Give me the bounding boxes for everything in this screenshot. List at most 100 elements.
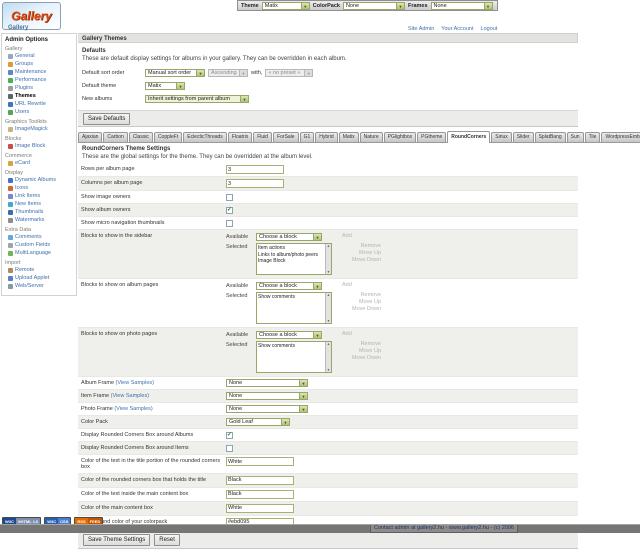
remove-block-link[interactable]: Remove [360,341,382,347]
default-theme-select[interactable]: Matix ▼ [145,81,185,90]
tab-carbon[interactable]: Carbon [103,132,128,142]
color-of-the-main-content-box-input[interactable] [226,503,294,513]
add-block-link[interactable]: Add [342,331,352,337]
display-rounded-corners-box-around-albums-checkbox[interactable]: ✓ [226,432,233,439]
gallery-logo[interactable]: Gallery [2,2,61,30]
add-block-link[interactable]: Add [342,282,352,288]
color-of-the-text-inside-the-main-content-box-input[interactable] [226,489,294,499]
tab-pglightbox[interactable]: PGlightbox [383,132,417,142]
list-item[interactable]: Show comments [258,343,295,349]
tab-forsale[interactable]: ForSale [273,132,299,142]
sidebar-item-icons[interactable]: Icons [5,184,75,192]
new-albums-select[interactable]: Inherit settings from parent album ▼ [145,94,249,103]
tab-floatrix[interactable]: Floatrix [227,132,253,142]
tab-hybrid[interactable]: Hybrid [315,132,338,142]
move-down-link[interactable]: Move Down [352,257,382,263]
sidebar-item-plugins[interactable]: Plugins [5,84,75,92]
frames-select[interactable]: None ▼ [430,1,493,10]
list-item[interactable]: Image Block [258,258,286,264]
sidebar-item-comments[interactable]: Comments [5,233,75,241]
color-of-the-text-in-the-title-portion-of-the-rounded-corners-box-input[interactable] [226,457,294,466]
tab-roundcorners[interactable]: RoundCorners [447,131,491,143]
sidebar-item-ecard[interactable]: eCard [5,159,75,167]
default-sort-order-select[interactable]: Manual sort order ▼ [145,68,205,77]
view-samples-link[interactable]: (View Samples) [114,406,153,412]
remove-block-link[interactable]: Remove [360,292,382,298]
sidebar-item-imagemagick[interactable]: ImageMagick [5,125,75,133]
sidebar-item-new-items[interactable]: New Items [5,200,75,208]
tab-wordpressembedded[interactable]: WordpressEmbedded [601,132,640,142]
item-frame-select[interactable]: None ▼ [226,392,308,400]
scrollbar[interactable]: ▲ ▼ [325,244,331,274]
sidebar-item-web-server[interactable]: Web/Server [5,282,75,290]
sidebar-item-link-items[interactable]: Link Items [5,192,75,200]
tab-coppleft[interactable]: CoppleFt [153,132,183,142]
sidebar-item-groups[interactable]: Groups [5,60,75,68]
sidebar-item-remote[interactable]: Remote [5,266,75,274]
tab-slider[interactable]: Slider [512,132,534,142]
logout-link[interactable]: Logout [480,26,498,32]
move-up-link[interactable]: Move Up [359,299,382,305]
album-frame-select[interactable]: None ▼ [226,379,308,387]
sidebar-item-upload-applet[interactable]: Upload Applet [5,274,75,282]
add-block-link[interactable]: Add [342,233,352,239]
sidebar-item-url-rewrite[interactable]: URL Rewrite [5,100,75,108]
your-account-link[interactable]: Your Account [441,26,474,32]
tab-pgtheme[interactable]: PGtheme [417,132,447,142]
selected-blocks-list[interactable]: Item actions Links to album/photo peers Im… [256,243,332,275]
save-theme-settings-button[interactable]: Save Theme Settings [83,534,151,547]
list-item[interactable]: Show comments [258,294,295,300]
colorpack-select[interactable]: None ▼ [342,1,405,10]
tab-classic[interactable]: Classic [128,132,153,142]
view-samples-link[interactable]: (View Samples) [110,393,150,399]
theme-select[interactable]: Matix ▼ [261,1,310,10]
move-down-link[interactable]: Move Down [352,306,382,312]
site-admin-link[interactable]: Site Admin [408,26,435,32]
move-up-link[interactable]: Move Up [359,348,382,354]
list-item[interactable]: Item actions [258,245,285,251]
tab-siriux[interactable]: Siriux [491,132,512,142]
show-image-owners-checkbox[interactable] [226,194,233,201]
tab-tile[interactable]: Tile [584,132,601,142]
move-down-link[interactable]: Move Down [352,355,382,361]
color-pack-select[interactable]: Gold Leaf ▼ [226,418,290,426]
sidebar-item-watermarks[interactable]: Watermarks [5,216,75,224]
show-micro-navigation-thumbnails-checkbox[interactable] [226,220,233,227]
color-of-the-rounded-corners-box-that-holds-the-title-input[interactable] [226,475,294,485]
tab-sun[interactable]: Sun [566,132,584,142]
columns-per-album-page-input[interactable] [226,179,284,188]
rows-per-album-page-input[interactable] [226,165,284,174]
sidebar-item-multilanguage[interactable]: MultiLanguage [5,249,75,257]
tab-g1[interactable]: G1 [299,132,315,142]
scrollbar[interactable]: ▲ ▼ [325,293,331,323]
selected-blocks-list[interactable]: Show comments ▲ ▼ [256,292,332,324]
tab-eclecticthreads[interactable]: EclecticThreads [183,132,227,142]
tab-fluid[interactable]: Fluid [253,132,273,142]
sidebar-item-custom-fields[interactable]: Custom Fields [5,241,75,249]
sidebar-item-maintenance[interactable]: Maintenance [5,68,75,76]
remove-block-link[interactable]: Remove [360,243,382,249]
choose-block-select[interactable]: Choose a block ▼ [256,233,322,241]
breadcrumb[interactable]: Gallery [8,25,29,31]
show-album-owners-checkbox[interactable]: ✓ [226,207,233,214]
save-defaults-button[interactable]: Save Defaults [83,112,131,125]
sidebar-item-performance[interactable]: Performance [5,76,75,84]
sidebar-item-thumbnails[interactable]: Thumbnails [5,208,75,216]
sidebar-item-dynamic-albums[interactable]: Dynamic Albums [5,176,75,184]
view-samples-link[interactable]: (View Samples) [115,380,154,386]
photo-frame-select[interactable]: None ▼ [226,405,308,413]
tab-splatbang[interactable]: SplatBang [534,132,566,142]
reset-button[interactable]: Reset [154,534,180,547]
sidebar-item-users[interactable]: Users [5,108,75,116]
choose-block-select[interactable]: Choose a block ▼ [256,282,322,290]
selected-blocks-list[interactable]: Show comments ▲ ▼ [256,341,332,373]
sidebar-item-image-block[interactable]: Image Block [5,142,75,150]
tab-ajaxian[interactable]: Ajaxian [78,132,103,142]
sidebar-item-themes[interactable]: Themes [5,92,75,100]
tab-matix[interactable]: Matix [338,132,359,142]
choose-block-select[interactable]: Choose a block ▼ [256,331,322,339]
move-up-link[interactable]: Move Up [359,250,382,256]
sidebar-item-general[interactable]: General [5,52,75,60]
scrollbar[interactable]: ▲ ▼ [325,342,331,372]
display-rounded-corners-box-around-items-checkbox[interactable] [226,445,233,452]
